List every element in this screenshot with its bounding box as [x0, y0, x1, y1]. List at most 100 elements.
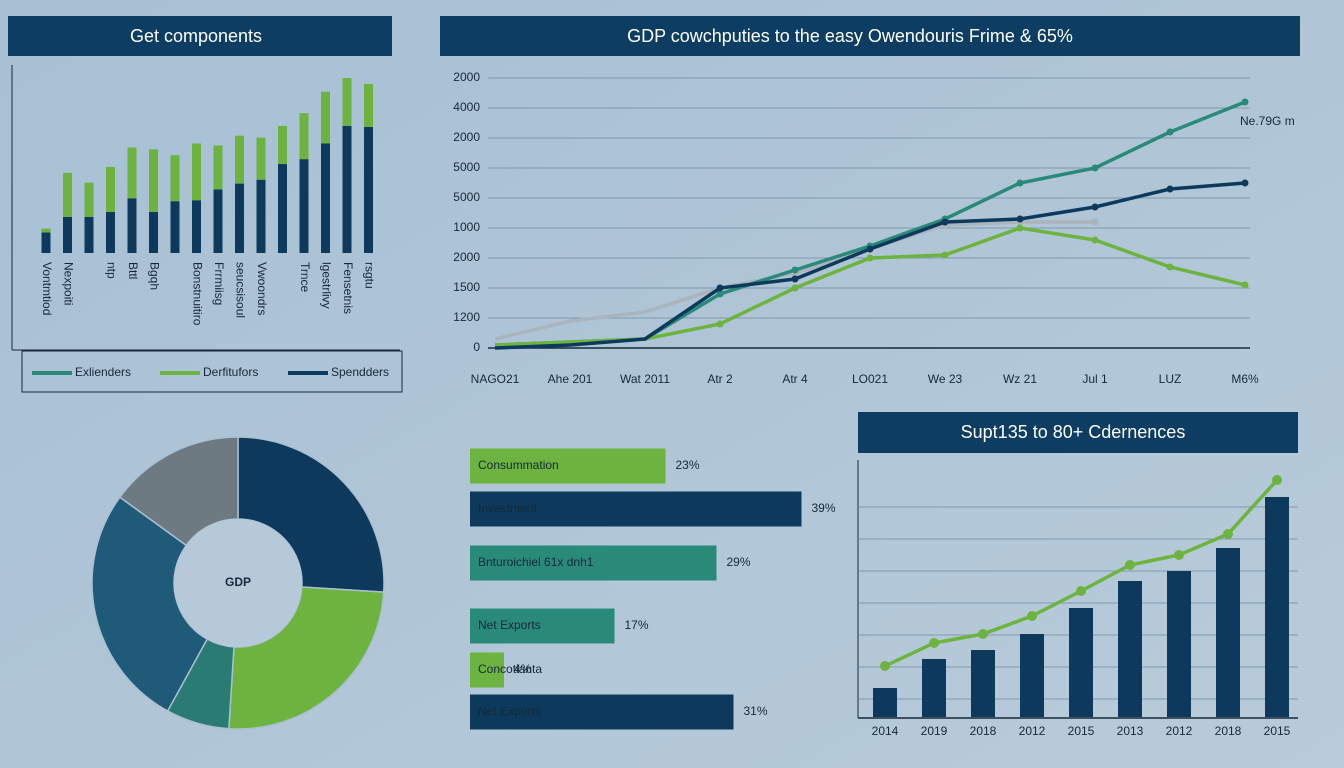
legend-label: Exlienders [75, 365, 131, 379]
bar [873, 688, 897, 717]
x-tick-label: seucsisoul [233, 262, 247, 318]
x-tick-label: 2015 [1068, 724, 1095, 738]
bar-segment [278, 164, 287, 253]
point [929, 638, 939, 648]
bar-segment [84, 182, 94, 217]
x-tick-label: NAGO21 [471, 372, 520, 386]
bar-segment [278, 125, 287, 165]
bar-segment [41, 232, 51, 253]
x-tick-label: Vwoondrs [255, 262, 269, 315]
x-tick-label: Ahe 201 [548, 372, 593, 386]
point [1223, 529, 1233, 539]
chart-title: Get components [130, 26, 262, 46]
point [1174, 550, 1184, 560]
y-tick-label: 2000 [453, 130, 480, 144]
bar [922, 659, 946, 717]
y-tick-label: 2000 [453, 250, 480, 264]
bar-segment [170, 201, 180, 253]
chart-title: GDP cowchputies to the easy Owendouris F… [627, 26, 1073, 46]
point [1027, 611, 1037, 621]
x-tick-label: Bgqh [147, 262, 161, 290]
bar [1216, 548, 1240, 717]
pie-slice [91, 496, 209, 712]
point [1091, 164, 1099, 172]
bar-segment [342, 78, 352, 126]
point [1076, 586, 1086, 596]
bar [1167, 571, 1191, 717]
x-tick-label: Atr 4 [782, 372, 808, 386]
bar [470, 545, 717, 581]
title-bar [8, 16, 392, 56]
bar-segment [256, 179, 266, 253]
bar-segment [84, 216, 94, 253]
x-tick-label: 2012 [1019, 724, 1046, 738]
bar [470, 608, 615, 644]
y-tick-label: 1000 [453, 220, 480, 234]
bar [1118, 581, 1142, 717]
point [1166, 263, 1174, 271]
x-tick-label: Frrmiisg [212, 262, 226, 305]
bar-segment [299, 113, 309, 160]
x-tick-label: rsgtu [362, 262, 376, 289]
x-tick-label: We 23 [928, 372, 963, 386]
title-bar [858, 412, 1298, 453]
value-label: 4% [514, 662, 532, 676]
bar-segment [106, 166, 115, 212]
y-tick-label: 5000 [453, 160, 480, 174]
point [1091, 203, 1099, 211]
point [941, 251, 949, 259]
x-tick-label: Wz 21 [1003, 372, 1037, 386]
legend-box [21, 350, 403, 393]
x-tick-label: LUZ [1159, 372, 1182, 386]
bar-segment [364, 83, 373, 127]
bar [470, 652, 504, 688]
bar [470, 694, 734, 730]
x-tick-label: Bttl [126, 262, 140, 279]
y-tick-label: 2000 [453, 70, 480, 84]
value-label: 29% [727, 555, 751, 569]
point [1241, 179, 1249, 187]
x-tick-label: Jul 1 [1082, 372, 1108, 386]
bar-segment [192, 143, 201, 201]
point [716, 290, 724, 298]
bar-segment [127, 198, 137, 253]
legend-label: Derfitufors [203, 365, 258, 379]
bar-label: Bnturoichiel 61x dnh1 [478, 555, 594, 569]
point [791, 266, 799, 274]
point [716, 320, 724, 328]
point [1166, 128, 1174, 136]
x-tick-label: ntp [104, 262, 118, 279]
bar-segment [235, 135, 244, 184]
point [978, 629, 988, 639]
bar-segment [364, 126, 373, 253]
x-tick-label: LO021 [852, 372, 888, 386]
bar [971, 650, 995, 717]
bar-label: Concotianta [478, 662, 542, 676]
bar-segment [321, 143, 330, 253]
bar-segment [63, 172, 72, 217]
value-label: 39% [812, 501, 836, 515]
point [1016, 215, 1024, 223]
value-label: 31% [744, 704, 768, 718]
x-tick-label: lgestrlivy [319, 262, 333, 309]
bar [470, 491, 802, 527]
point [866, 254, 874, 262]
x-tick-label: 2019 [921, 724, 948, 738]
bar-segment [41, 228, 51, 233]
point [716, 284, 724, 292]
y-tick-label: 1500 [453, 280, 480, 294]
bar-segment [235, 183, 244, 253]
x-tick-label: Trnce [298, 262, 312, 293]
point [880, 661, 890, 671]
bar-segment [192, 200, 201, 253]
annotation: Ne.79G m [1240, 114, 1295, 128]
x-tick-label: Atr 2 [707, 372, 733, 386]
point [791, 275, 799, 283]
bar-segment [127, 147, 137, 199]
bar-segment [63, 216, 72, 253]
point [1166, 185, 1174, 193]
x-tick-label: 2014 [872, 724, 899, 738]
bar-segment [342, 125, 352, 253]
point [1091, 236, 1099, 244]
